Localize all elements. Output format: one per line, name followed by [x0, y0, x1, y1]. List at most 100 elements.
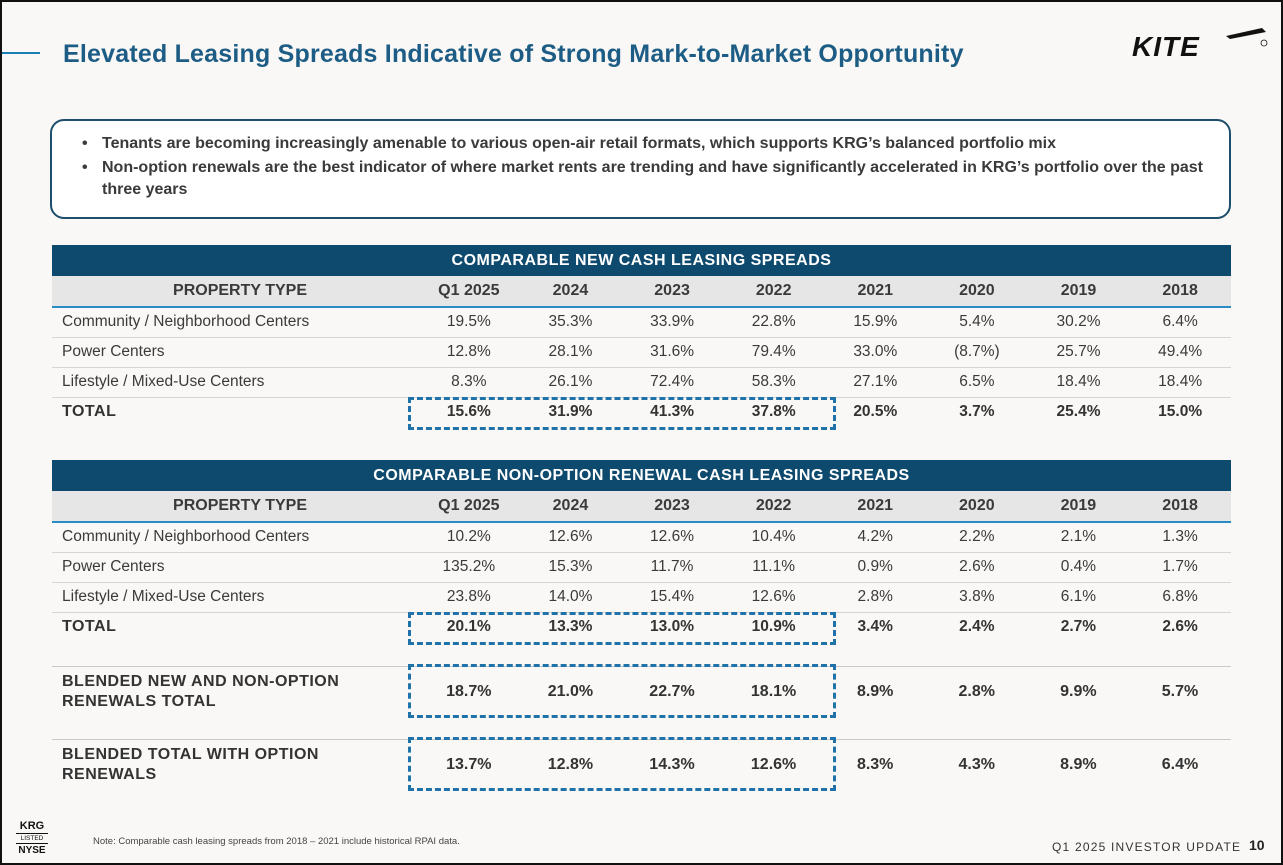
row-label: Power Centers	[52, 552, 419, 583]
table-cell: 0.4%	[1027, 552, 1130, 583]
table-cell: 8.9%	[856, 683, 894, 700]
table-row: Lifestyle / Mixed-Use Centers 23.8% 14.0…	[52, 582, 1231, 613]
kite-logo: KITE	[1132, 28, 1268, 62]
table-cell: 13.3%	[548, 618, 593, 636]
table-cell: 25.4%	[1056, 403, 1101, 421]
row-label-line: RENEWALS TOTAL	[62, 693, 216, 710]
column-header: 2022	[722, 276, 825, 308]
table-cell: 6.4%	[1129, 307, 1231, 338]
table-cell: 11.7%	[621, 552, 723, 583]
table-cell: 3.7%	[959, 403, 995, 421]
table-cell: 22.8%	[722, 307, 825, 338]
table-cell: 2.1%	[1027, 522, 1130, 553]
table-cell: 26.1%	[519, 367, 622, 398]
table-cell: 49.4%	[1129, 337, 1231, 368]
table-cell: 15.3%	[519, 552, 622, 583]
blended-row: BLENDED TOTAL WITH OPTION RENEWALS 13.7%…	[52, 737, 1231, 793]
blended-row: BLENDED NEW AND NON-OPTION RENEWALS TOTA…	[52, 664, 1231, 720]
table-row: Lifestyle / Mixed-Use Centers 8.3% 26.1%…	[52, 367, 1231, 398]
table-cell: 9.9%	[1060, 683, 1097, 700]
table-row: Power Centers 135.2% 15.3% 11.7% 11.1% 0…	[52, 552, 1231, 583]
table-cell: 15.4%	[621, 582, 723, 613]
table-cell: 6.4%	[1161, 756, 1199, 773]
table-cell: 4.2%	[824, 522, 927, 553]
page-number: 10	[1249, 837, 1265, 853]
table-cell: 5.4%	[926, 307, 1028, 338]
highlight-box	[408, 397, 836, 430]
column-header: 2020	[926, 491, 1028, 523]
table-cell: 13.0%	[650, 618, 694, 636]
table-cell: 8.3%	[856, 756, 894, 773]
table-cell: 14.0%	[519, 582, 622, 613]
row-label: Community / Neighborhood Centers	[52, 307, 419, 338]
table-cell: 37.8%	[751, 403, 796, 421]
table-cell: 19.5%	[418, 307, 520, 338]
table-cell: 33.0%	[824, 337, 927, 368]
table-cell: 135.2%	[418, 552, 520, 583]
table-cell: 12.8%	[547, 756, 594, 773]
footnote: Note: Comparable cash leasing spreads fr…	[93, 836, 460, 847]
highlight-box	[408, 737, 836, 791]
row-label: Lifestyle / Mixed-Use Centers	[52, 367, 419, 398]
table-cell: (8.7%)	[926, 337, 1028, 368]
column-header: Q1 2025	[418, 491, 520, 523]
table-cell: 6.5%	[926, 367, 1028, 398]
table-banner: COMPARABLE NEW CASH LEASING SPREADS	[52, 245, 1231, 276]
table-cell: 18.7%	[446, 683, 492, 700]
badge-exchange: NYSE	[18, 845, 46, 856]
badge-ticker: KRG	[19, 820, 45, 832]
table-cell: 4.3%	[958, 756, 995, 773]
key-points-box: Tenants are becoming increasingly amenab…	[50, 119, 1231, 219]
table-cell: 10.4%	[722, 522, 825, 553]
table-cell: 21.0%	[547, 683, 594, 700]
column-header: 2024	[519, 276, 622, 308]
table-cell: 18.4%	[1129, 367, 1231, 398]
column-header: 2024	[519, 491, 622, 523]
table-cell: 10.2%	[418, 522, 520, 553]
table-cell: 0.9%	[824, 552, 927, 583]
column-header: 2019	[1027, 276, 1130, 308]
table-cell: 31.6%	[621, 337, 723, 368]
table-cell: 6.8%	[1129, 582, 1231, 613]
table-row: Community / Neighborhood Centers 10.2% 1…	[52, 522, 1231, 553]
total-row: TOTAL 15.6% 31.9% 41.3% 37.8% 20.5% 3.7%…	[52, 397, 1231, 427]
table-cell: 79.4%	[722, 337, 825, 368]
table-cell: 72.4%	[621, 367, 723, 398]
table-cell: 58.3%	[722, 367, 825, 398]
column-header: 2019	[1027, 491, 1130, 523]
table-cell: 1.3%	[1129, 522, 1231, 553]
table-cell: 12.6%	[621, 522, 723, 553]
table-cell: 11.1%	[722, 552, 825, 583]
column-header: PROPERTY TYPE	[52, 276, 419, 308]
table-row: Power Centers 12.8% 28.1% 31.6% 79.4% 33…	[52, 337, 1231, 368]
table-row: Community / Neighborhood Centers 19.5% 3…	[52, 307, 1231, 338]
column-header: 2023	[621, 491, 723, 523]
footer-label: Q1 2025 INVESTOR UPDATE	[1052, 840, 1242, 854]
row-label: TOTAL	[62, 618, 117, 636]
renewal-spreads-table: COMPARABLE NON-OPTION RENEWAL CASH LEASI…	[52, 460, 1231, 642]
table-cell: 12.6%	[722, 582, 825, 613]
table-cell: 20.1%	[446, 618, 491, 636]
nyse-listed-badge: KRG LISTED NYSE	[16, 820, 48, 857]
row-label: Community / Neighborhood Centers	[52, 522, 419, 553]
table-cell: 33.9%	[621, 307, 723, 338]
table-cell: 2.8%	[958, 683, 995, 700]
table-cell: 8.9%	[1060, 756, 1097, 773]
table-cell: 15.0%	[1158, 403, 1203, 421]
table-cell: 22.7%	[649, 683, 695, 700]
row-label-line: RENEWALS	[62, 766, 157, 783]
table-cell: 15.9%	[824, 307, 927, 338]
table-header-row: PROPERTY TYPE Q1 2025 2024 2023 2022 202…	[52, 491, 1231, 523]
table-cell: 18.1%	[750, 683, 797, 700]
table-cell: 31.9%	[548, 403, 593, 421]
table-cell: 35.3%	[519, 307, 622, 338]
column-header: 2022	[722, 491, 825, 523]
row-label: BLENDED NEW AND NON-OPTION RENEWALS TOTA…	[52, 672, 418, 712]
new-spreads-table: COMPARABLE NEW CASH LEASING SPREADS PROP…	[52, 245, 1231, 427]
table-cell: 5.7%	[1161, 683, 1199, 700]
row-label: Lifestyle / Mixed-Use Centers	[52, 582, 419, 613]
row-label-line: BLENDED NEW AND NON-OPTION	[62, 673, 340, 690]
table-cell: 41.3%	[650, 403, 695, 421]
row-label-line: BLENDED TOTAL WITH OPTION	[62, 746, 319, 763]
table-cell: 18.4%	[1027, 367, 1130, 398]
